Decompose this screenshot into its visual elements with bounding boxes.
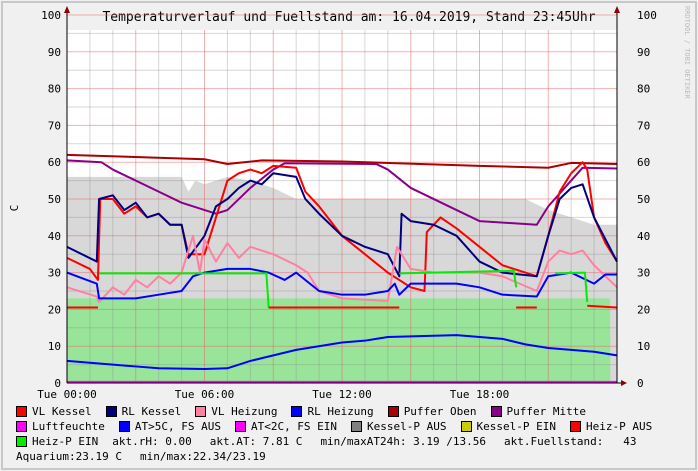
y-tick-label-right: 0	[637, 377, 644, 390]
legend-label: Kessel-P AUS	[367, 420, 447, 433]
series-line-puffer-mitte	[66, 159, 618, 226]
legend-row: Heiz-P EIN akt.rH: 0.00 akt.AT: 7.81 C min/…	[16, 434, 666, 449]
legend-label: VL Heizung	[211, 405, 278, 418]
legend-label: Heiz-P EIN	[32, 435, 99, 448]
legend-swatch	[387, 406, 399, 417]
legend-label: AT>5C, FS AUS	[134, 420, 221, 433]
legend: VL Kessel RL Kessel VL Heizung RL Heizung Pu…	[16, 404, 666, 464]
stat-at: akt.AT: 7.81 C	[209, 435, 303, 448]
series-line-vl-heizung	[66, 234, 618, 304]
y-tick-label-right: 30	[637, 267, 650, 280]
x-tick-label: Tue 18:00	[450, 388, 510, 401]
y-tick-label-left: 50	[48, 193, 61, 206]
x-tick-label: Tue 00:00	[37, 388, 97, 401]
legend-swatch	[291, 406, 303, 417]
y-tick-label-left: 60	[48, 156, 61, 169]
y-tick-label-left: 90	[48, 46, 61, 59]
legend-swatch	[460, 421, 472, 432]
legend-swatch	[105, 406, 117, 417]
y-tick-label-left: 20	[48, 303, 61, 316]
series-line-rl-heizung	[66, 267, 617, 300]
area-1	[67, 298, 611, 383]
legend-swatch	[16, 436, 27, 447]
legend-label: AT<2C, FS EIN	[250, 420, 338, 433]
y-tick-label-left: 30	[48, 267, 61, 280]
legend-swatch	[234, 421, 246, 432]
legend-label: VL Kessel	[32, 405, 92, 418]
y-tick-label-right: 100	[637, 9, 657, 22]
legend-row: Luftfeuchte AT>5C, FS AUS AT<2C, FS EIN Kes…	[16, 419, 666, 434]
y-tick-label-left: 70	[48, 119, 61, 132]
legend-swatch	[16, 406, 27, 417]
legend-item: Luftfeuchte	[16, 419, 105, 434]
legend-swatch	[118, 421, 130, 432]
legend-swatch	[16, 421, 27, 432]
y-tick-label-right: 70	[637, 119, 650, 132]
y-tick-label-right: 40	[637, 230, 650, 243]
legend-swatch	[351, 421, 363, 432]
y-tick-label-right: 50	[637, 193, 650, 206]
series-line-rl-kessel	[66, 172, 618, 278]
legend-swatch	[195, 406, 207, 417]
x-tick-label: Tue 12:00	[312, 388, 372, 401]
legend-item: VL Heizung	[195, 404, 277, 419]
stat-aquarium_minmax: min/max:22.34/23.19	[139, 450, 266, 463]
chart-title: Temperaturverlauf und Fuellstand am: 16.…	[102, 10, 595, 25]
series-line-heiz-p-ein	[399, 269, 518, 288]
y-tick-label-right: 20	[637, 303, 650, 316]
legend-item: AT>5C, FS AUS	[118, 419, 221, 434]
watermark: RRDTOOL / TOBI OETIKER	[683, 6, 691, 100]
legend-item: Heiz-P EIN	[16, 434, 98, 449]
series-line-heiz-p-ein	[555, 271, 589, 303]
y-axis-label: C	[8, 205, 21, 212]
y-tick-label-left: 10	[48, 340, 61, 353]
arrow-right-icon	[621, 380, 627, 386]
legend-item: Puffer Oben	[387, 404, 477, 419]
y-tick-label-left: 100	[41, 9, 61, 22]
legend-swatch	[490, 406, 502, 417]
legend-label: Kessel-P EIN	[476, 420, 557, 433]
arrow-up-icon	[614, 6, 620, 13]
legend-swatch	[570, 421, 582, 432]
x-tick-label: Tue 06:00	[175, 388, 235, 401]
stat-rh: akt.rH: 0.00	[112, 435, 192, 448]
y-tick-label-left: 40	[48, 230, 61, 243]
legend-row: Aquarium:23.19 C min/max:22.34/23.19	[16, 449, 666, 464]
legend-label: RL Kessel	[121, 405, 182, 418]
legend-item: Kessel-P AUS	[351, 419, 447, 434]
legend-item: RL Kessel	[105, 404, 182, 419]
y-tick-label-right: 60	[637, 156, 650, 169]
y-tick-label-right: 10	[637, 340, 650, 353]
legend-label: Puffer Oben	[403, 405, 477, 418]
legend-item: RL Heizung	[291, 404, 374, 419]
y-tick-label-right: 80	[637, 83, 650, 96]
legend-row: VL Kessel RL Kessel VL Heizung RL Heizung Pu…	[16, 404, 666, 419]
legend-item: Heiz-P AUS	[570, 419, 652, 434]
y-tick-label-left: 80	[48, 83, 61, 96]
series-line-heiz-p-ein	[99, 272, 270, 308]
series-line-puffer-oben	[66, 153, 618, 169]
series-line-at-5c-fs-aus	[66, 334, 618, 371]
stat-fuellstand: akt.Fuellstand: 43	[504, 435, 637, 448]
series-line-heiz-p-aus	[587, 304, 618, 309]
legend-label: Puffer Mitte	[506, 405, 587, 418]
legend-item: VL Kessel	[16, 404, 92, 419]
stat-minmax_at: min/maxAT24h: 3.19 /13.56	[320, 435, 487, 448]
legend-item: Kessel-P EIN	[460, 419, 557, 434]
legend-label: Luftfeuchte	[32, 420, 105, 433]
arrow-up-icon	[64, 6, 70, 13]
legend-label: Heiz-P AUS	[586, 420, 653, 433]
legend-label: RL Heizung	[307, 405, 374, 418]
legend-item: Puffer Mitte	[490, 404, 587, 419]
stat-aquarium: Aquarium:23.19 C	[16, 450, 122, 463]
y-tick-label-right: 90	[637, 46, 650, 59]
legend-item: AT<2C, FS EIN	[234, 419, 338, 434]
y-tick-label-left: 0	[54, 377, 61, 390]
